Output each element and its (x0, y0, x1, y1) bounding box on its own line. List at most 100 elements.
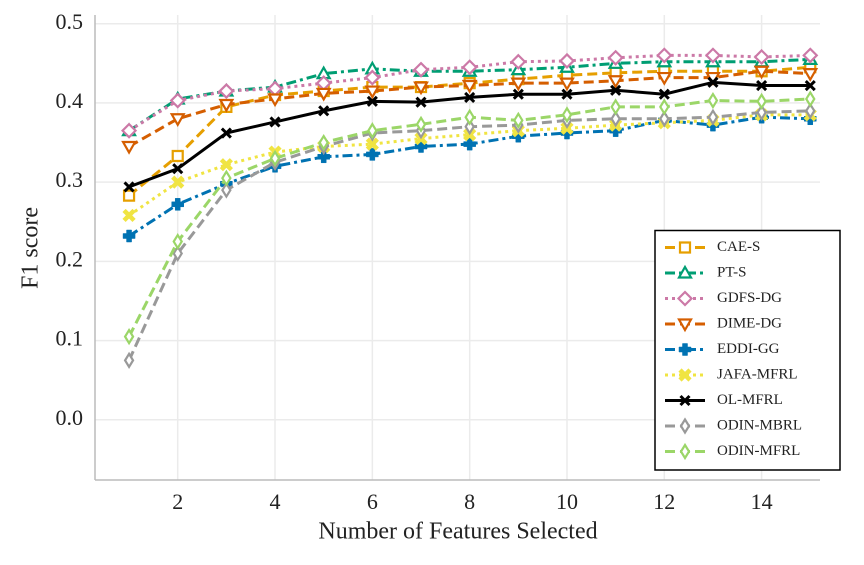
marker (678, 241, 692, 254)
marker (123, 351, 135, 369)
marker (315, 87, 332, 102)
marker (679, 442, 691, 461)
marker (121, 122, 138, 139)
marker (269, 149, 281, 167)
marker (318, 105, 330, 117)
series-line (128, 113, 811, 217)
marker (412, 61, 430, 78)
marker (364, 69, 381, 86)
marker (267, 93, 283, 108)
marker (804, 102, 816, 120)
marker (464, 118, 475, 136)
legend-label: OL-MFRL (717, 392, 783, 408)
marker (753, 65, 770, 80)
marker (677, 318, 693, 333)
marker (461, 79, 478, 94)
marker (218, 82, 235, 100)
marker (169, 113, 186, 127)
marker (171, 149, 184, 163)
legend-label: JAFA-MFRL (717, 366, 798, 382)
x-tick-label: 2 (172, 489, 183, 514)
marker (558, 52, 576, 70)
marker (607, 75, 624, 89)
legend-label: ODIN-MFRL (717, 443, 800, 459)
marker (123, 328, 135, 346)
marker (461, 59, 478, 76)
marker (656, 47, 673, 64)
marker (607, 49, 624, 66)
marker (658, 88, 670, 100)
marker (464, 108, 475, 126)
marker (561, 106, 573, 124)
marker (220, 127, 232, 139)
marker (121, 140, 137, 155)
x-axis-label: Number of Features Selected (318, 519, 597, 545)
marker (510, 53, 527, 70)
x-tick-label: 8 (464, 489, 475, 514)
marker (413, 81, 429, 96)
marker (656, 71, 673, 86)
marker (172, 232, 184, 251)
marker (218, 98, 235, 113)
marker (559, 77, 575, 92)
marker (707, 91, 719, 110)
marker (610, 98, 621, 116)
marker (221, 169, 232, 187)
marker (169, 92, 186, 109)
marker (679, 394, 691, 407)
marker (463, 137, 476, 151)
y-tick-label: 0.3 (56, 167, 84, 192)
legend-label: GDFS-DG (717, 290, 782, 306)
marker (707, 76, 719, 88)
marker (659, 110, 670, 128)
marker (122, 208, 136, 223)
y-tick-label: 0.4 (56, 88, 84, 113)
marker (804, 79, 816, 92)
y-tick-label: 0.5 (56, 9, 84, 34)
marker (512, 88, 524, 100)
legend-label: EDDI-GG (717, 341, 780, 357)
marker (123, 181, 135, 193)
marker (221, 181, 232, 199)
marker (756, 103, 767, 122)
x-tick-label: 14 (751, 489, 773, 514)
marker (659, 98, 670, 116)
marker (122, 229, 136, 243)
marker (366, 95, 378, 107)
legend-label: PT-S (717, 264, 746, 280)
marker (317, 150, 330, 164)
marker (219, 158, 233, 172)
y-tick-label: 0.1 (56, 326, 84, 351)
legend-label: ODIN-MBRL (717, 417, 802, 433)
legend-label: DIME-DG (717, 315, 782, 331)
x-tick-label: 6 (367, 489, 378, 514)
y-axis-label: F1 score (18, 207, 44, 289)
marker (756, 92, 767, 110)
x-tick-label: 12 (653, 489, 675, 514)
marker (756, 79, 768, 92)
marker (678, 368, 692, 382)
marker (172, 163, 184, 175)
marker (753, 48, 770, 66)
marker (802, 47, 819, 64)
x-tick-label: 10 (556, 489, 578, 514)
marker (676, 290, 694, 307)
marker (269, 116, 281, 128)
marker (610, 110, 621, 128)
legend-label: CAE-S (717, 239, 760, 255)
x-tick-label: 4 (270, 489, 281, 514)
marker (364, 85, 381, 100)
marker (415, 115, 427, 133)
marker (802, 68, 819, 82)
marker (510, 77, 527, 92)
y-tick-label: 0.2 (56, 246, 84, 271)
marker (561, 88, 573, 100)
marker (171, 198, 184, 211)
marker (171, 175, 185, 189)
marker (707, 108, 719, 126)
marker (677, 264, 693, 279)
legend: CAE-S PT-S GDFS-DG DIME-DG EDDI-GG JAFA-MFRL O… (654, 229, 841, 471)
marker (804, 90, 816, 108)
marker (172, 244, 184, 263)
marker (367, 122, 378, 140)
